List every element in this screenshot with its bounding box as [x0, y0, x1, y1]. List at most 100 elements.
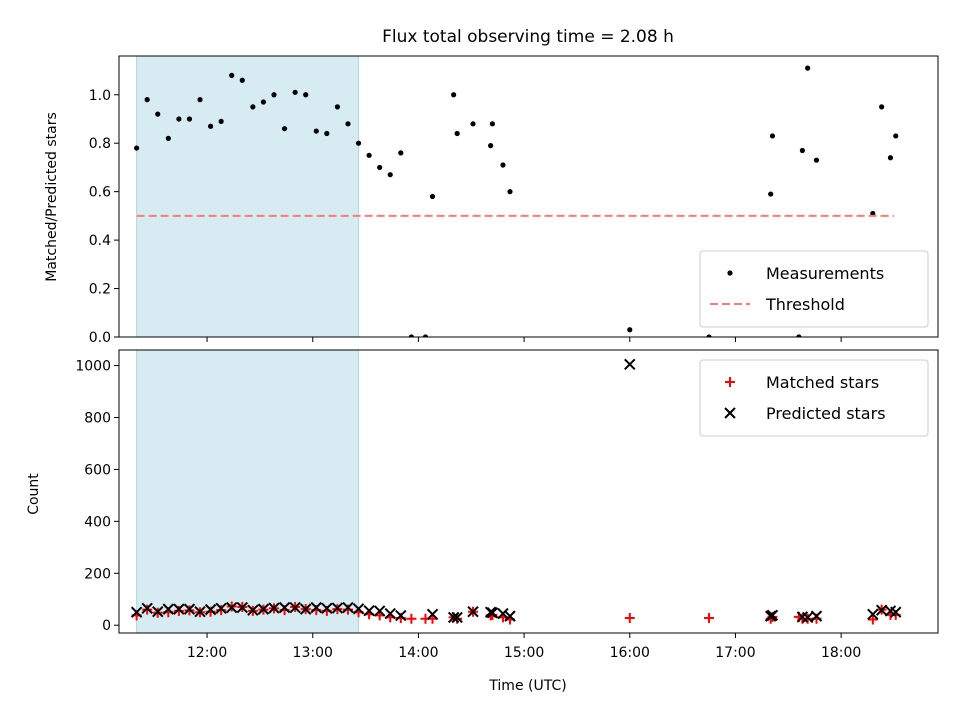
measurements-point	[870, 210, 876, 217]
x-tick-label: 12:00	[187, 645, 227, 661]
predicted-stars-point	[321, 602, 333, 615]
measurements-point	[454, 130, 460, 137]
legend-label: Predicted stars	[766, 404, 886, 423]
measurements-point	[805, 65, 811, 71]
predicted-stars-point	[152, 606, 164, 618]
measurements-point	[292, 89, 298, 95]
measurements-point	[334, 104, 340, 110]
measurements-point	[879, 104, 885, 110]
measurements-point	[197, 97, 203, 103]
measurements-point	[207, 123, 214, 129]
matched-stars-point	[867, 614, 878, 625]
measurements-point	[313, 128, 319, 134]
data-layer	[134, 65, 899, 337]
measurements-point	[176, 116, 182, 122]
predicted-stars-point	[183, 603, 196, 615]
matched-stars-point	[624, 612, 635, 623]
x-tick-label: 16:00	[610, 645, 650, 661]
measurements-point	[627, 327, 633, 333]
matched-stars-point	[216, 605, 227, 616]
predicted-stars-point	[257, 603, 270, 615]
legend-marker	[727, 270, 733, 276]
measurements-point	[488, 143, 494, 149]
measurements-point	[422, 334, 429, 337]
legend-marker	[725, 377, 735, 387]
predicted-stars-point	[497, 607, 509, 620]
predicted-stars-point	[173, 603, 185, 615]
chart-title: Flux total observing time = 2.08 h	[382, 27, 674, 47]
predicted-stars-point	[268, 602, 280, 614]
x-tick-label: 13:00	[293, 645, 333, 661]
predicted-stars-point	[342, 601, 354, 614]
observing-interval-shade	[136, 55, 360, 338]
matched-stars-point	[406, 613, 417, 624]
legend-box	[699, 250, 929, 328]
measurements-point	[408, 334, 414, 337]
predicted-stars-point	[373, 605, 386, 617]
y-tick-label: 400	[84, 514, 111, 530]
legend-label: Measurements	[766, 264, 884, 283]
predicted-stars-point	[451, 611, 463, 624]
predicted-stars-point	[363, 604, 375, 617]
measurements-point	[144, 97, 150, 103]
predicted-stars-point	[447, 611, 460, 624]
legend: Measurements Threshold	[699, 250, 929, 328]
predicted-stars-point	[204, 603, 217, 616]
y-tick-label: 1000	[75, 359, 111, 375]
predicted-stars-point	[331, 602, 344, 614]
y-tick-label: 0.4	[89, 233, 111, 249]
measurements-point	[281, 126, 288, 132]
measurements-point	[218, 118, 224, 125]
measurements-point	[768, 191, 774, 197]
predicted-stars-point	[467, 606, 479, 618]
x-tick-label: 14:00	[398, 645, 438, 661]
predicted-stars-point	[247, 604, 259, 616]
measurements-point	[303, 92, 309, 98]
predicted-stars-point	[299, 603, 312, 615]
predicted-stars-point	[130, 606, 143, 618]
measurements-point	[706, 334, 712, 337]
predicted-stars-point	[236, 601, 248, 614]
measurements-point	[799, 147, 805, 154]
measurements-point	[451, 92, 457, 98]
top-panel: 0.0 0.2 0.4 0.6 0.8 1.0 Measurements Threshold	[89, 55, 939, 346]
measurements-point	[366, 152, 372, 158]
y-tick-label: 1.0	[89, 88, 111, 104]
matched-stars-point	[704, 612, 715, 623]
predicted-stars-point	[624, 358, 636, 370]
predicted-stars-point	[215, 602, 227, 615]
measurements-point	[165, 135, 171, 141]
axes-frame	[118, 55, 939, 338]
legend-marker	[724, 407, 736, 419]
legend-box	[699, 359, 929, 437]
data-layer	[130, 358, 902, 625]
measurements-point	[387, 172, 393, 178]
measurements-point	[398, 150, 404, 156]
measurements-point	[796, 334, 802, 337]
axes-frame	[118, 349, 939, 634]
measurements-point	[134, 145, 140, 151]
bottom-y-axis-label: Count	[26, 473, 42, 515]
y-tick-label: 0.6	[89, 185, 111, 201]
x-tick-label: 15:00	[504, 645, 544, 661]
predicted-stars-point	[486, 607, 499, 619]
predicted-stars-point	[810, 610, 823, 622]
y-tick-label: 800	[84, 411, 111, 427]
predicted-stars-point	[141, 602, 153, 615]
predicted-stars-point	[226, 601, 238, 614]
predicted-stars-point	[352, 603, 365, 615]
matched-stars-point	[173, 605, 184, 616]
legend-label: Matched stars	[766, 373, 879, 392]
predicted-stars-point	[766, 609, 779, 622]
predicted-stars-point	[289, 601, 301, 614]
predicted-stars-point	[426, 608, 439, 621]
predicted-stars-point	[194, 606, 206, 618]
measurements-point	[260, 99, 267, 105]
measurements-point	[893, 133, 899, 139]
measurements-point	[324, 130, 330, 137]
measurements-point	[229, 72, 235, 78]
measurements-point	[271, 92, 277, 98]
measurements-point	[155, 111, 161, 117]
x-tick-label: 17:00	[715, 645, 755, 661]
